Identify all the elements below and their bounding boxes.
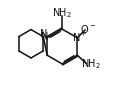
Text: O$^-$: O$^-$	[80, 23, 97, 35]
Text: NH$_2$: NH$_2$	[52, 6, 72, 20]
Text: NH$_2$: NH$_2$	[81, 57, 101, 71]
Text: N$^+$: N$^+$	[72, 31, 88, 44]
Text: N: N	[41, 32, 48, 42]
Text: N: N	[40, 29, 48, 39]
